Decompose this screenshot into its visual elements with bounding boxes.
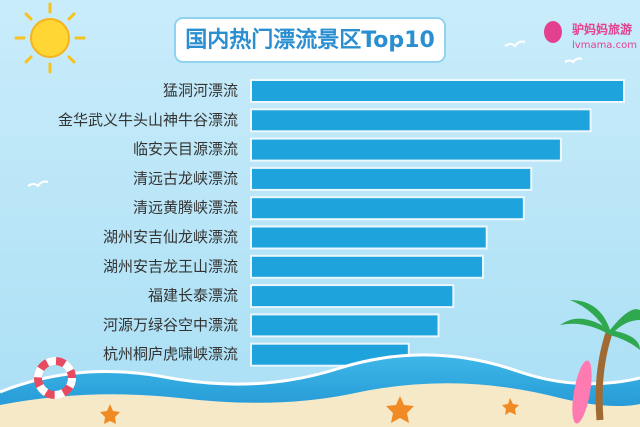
category-label: 清远古龙峡漂流 xyxy=(133,169,238,187)
brand-name: 驴妈妈旅游 xyxy=(572,22,632,37)
category-label: 猛洞河漂流 xyxy=(163,82,238,100)
category-label: 福建长泰漂流 xyxy=(148,287,238,305)
title-box xyxy=(174,17,446,63)
sun xyxy=(14,2,86,74)
brand-url: lvmama.com xyxy=(572,40,637,51)
bar xyxy=(252,139,560,160)
category-label: 湖州安吉仙龙峡漂流 xyxy=(103,228,238,246)
bar xyxy=(252,198,523,219)
bar xyxy=(252,81,623,101)
birds xyxy=(27,40,583,188)
bar xyxy=(252,286,453,307)
bars: 猛洞河漂流金华武义牛头山神牛谷漂流临安天目源漂流清远古龙峡漂流清远黄腾峡漂流湖州… xyxy=(58,79,625,367)
bar xyxy=(252,256,483,277)
category-label: 杭州桐庐虎啸峡漂流 xyxy=(103,345,238,363)
bar xyxy=(252,110,590,131)
category-label: 清远黄腾峡漂流 xyxy=(133,199,238,217)
bar xyxy=(252,227,486,248)
bar xyxy=(252,168,531,189)
category-label: 湖州安吉龙王山漂流 xyxy=(103,257,238,275)
category-label: 金华武义牛头山神牛谷漂流 xyxy=(58,111,238,129)
logo: 驴妈妈旅游 lvmama.com xyxy=(544,21,637,51)
chart-title: 国内热门漂流景区Top10 xyxy=(185,27,435,53)
beach xyxy=(0,300,640,427)
bar xyxy=(252,315,438,336)
category-label: 临安天目源漂流 xyxy=(133,140,238,158)
category-label: 河源万绿谷空中漂流 xyxy=(103,316,238,334)
